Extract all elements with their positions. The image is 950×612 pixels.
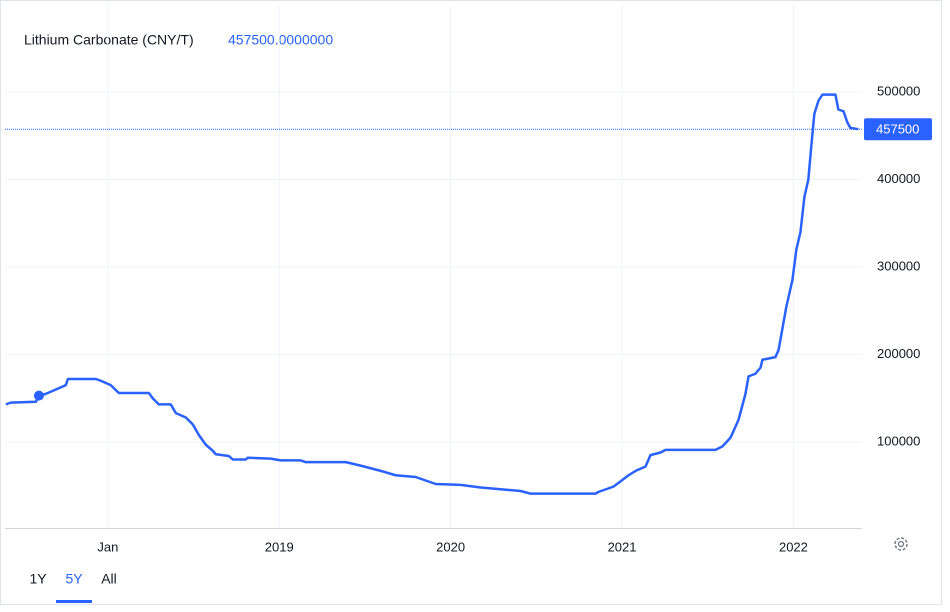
y-tick-label: 300000	[877, 258, 920, 273]
y-tick-label: 400000	[877, 171, 920, 186]
legend-value: 457500.0000000	[228, 32, 333, 48]
price-label-box	[864, 118, 932, 141]
range-button[interactable]: All	[101, 571, 117, 587]
x-tick-label: 2019	[265, 539, 294, 554]
price-label: 457500	[876, 122, 919, 137]
chart-title: Lithium Carbonate (CNY/T)	[24, 32, 194, 48]
x-tick-label: Jan	[97, 539, 118, 554]
gear-inner[interactable]	[897, 540, 905, 548]
range-button[interactable]: 5Y	[65, 571, 83, 587]
y-tick-label: 100000	[877, 433, 920, 448]
settings-icon[interactable]	[894, 537, 908, 551]
x-tick-label: 2022	[779, 539, 808, 554]
x-tick-label: 2020	[436, 539, 465, 554]
gear-outer[interactable]	[894, 537, 908, 551]
range-underline	[56, 600, 92, 603]
series-line	[5, 93, 859, 495]
range-button[interactable]: 1Y	[29, 571, 47, 587]
y-tick-label: 500000	[877, 83, 920, 98]
y-tick-label: 200000	[877, 346, 920, 361]
x-tick-label: 2021	[608, 539, 637, 554]
point-marker	[33, 390, 44, 401]
